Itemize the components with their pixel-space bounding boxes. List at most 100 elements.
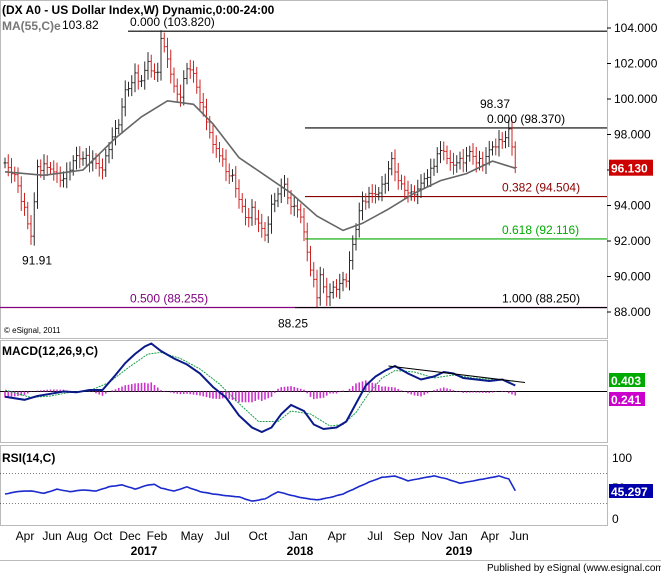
ohlc-bar: [393, 149, 397, 182]
ohlc-bar: [172, 67, 176, 93]
ohlc-bar: [26, 201, 30, 230]
ohlc-bar: [455, 155, 459, 173]
ohlc-bar: [114, 119, 117, 146]
ohlc-bar: [29, 215, 33, 245]
ohlc-bar: [335, 279, 338, 298]
month-label: Aug: [66, 529, 87, 543]
ohlc-bar: [97, 154, 101, 177]
ohlc-bar: [143, 61, 147, 90]
rsi-panel-frame: [0, 445, 608, 526]
chart-title: (DX A0 - US Dollar Index,W) Dynamic,0:00…: [2, 3, 275, 17]
ohlc-bar: [117, 119, 121, 135]
ohlc-bar: [195, 66, 199, 94]
macd-value-box: 0.403: [609, 373, 645, 388]
ohlc-bar: [500, 132, 504, 149]
ohlc-bar: [357, 202, 361, 238]
ohlc-bar: [510, 120, 514, 156]
annotation-0-000-98-370: 0.000 (98.370): [487, 112, 565, 126]
annotation-0-382-94-504: 0.382 (94.504): [502, 181, 580, 195]
ohlc-bar: [468, 145, 472, 162]
ohlc-bar: [23, 192, 26, 216]
ohlc-bar: [305, 222, 309, 262]
ohlc-bar: [322, 268, 325, 294]
month-label: Apr: [328, 529, 347, 543]
ohlc-bar: [78, 146, 82, 169]
ohlc-bar: [218, 142, 221, 163]
ohlc-bar: [166, 37, 169, 68]
ohlc-bar: [406, 180, 410, 203]
month-label: Jan: [288, 529, 307, 543]
y-tick-label: 94.000: [614, 199, 651, 213]
ohlc-bar: [71, 155, 75, 176]
ohlc-bar: [19, 176, 23, 211]
ohlc-bar: [432, 158, 436, 176]
ohlc-bar: [309, 245, 312, 277]
ohlc-bar: [390, 152, 394, 176]
ohlc-bar: [331, 280, 335, 299]
month-label: Nov: [421, 529, 442, 543]
ohlc-bar: [127, 81, 130, 97]
month-label: Sep: [393, 529, 415, 543]
ohlc-bar: [396, 162, 400, 190]
ohlc-bar: [377, 186, 381, 201]
annotation-98-37: 98.37: [480, 97, 510, 111]
time-axis: Apr Jun Aug Oct Dec Feb May Jul Oct Jan Apr Jul Sep N…: [16, 529, 529, 558]
ohlc-bar: [104, 148, 108, 177]
ohlc-bar: [211, 123, 215, 154]
ohlc-bar: [435, 147, 439, 173]
month-label: Dec: [119, 529, 140, 543]
macd-line: [4, 342, 516, 434]
ohlc-bar: [361, 191, 364, 221]
footer-credit: Published by eSignal (www.esignal.com): [487, 563, 661, 574]
ohlc-bar: [354, 223, 358, 251]
ohlc-bar: [198, 79, 202, 111]
annotation-103-82: 103.82: [62, 18, 99, 32]
ohlc-bar: [227, 163, 231, 185]
ohlc-bar: [192, 60, 195, 83]
y-tick-label: 98.000: [614, 128, 651, 142]
ohlc-bar: [45, 155, 49, 177]
ohlc-bar: [296, 197, 299, 218]
ohlc-bar: [136, 64, 140, 90]
month-label: Jul: [367, 529, 382, 543]
ohlc-bar: [10, 158, 13, 184]
ohlc-bar: [302, 207, 306, 242]
ohlc-bar: [244, 198, 247, 226]
ohlc-bar: [370, 184, 374, 203]
ohlc-bar: [159, 30, 163, 81]
month-label: Apr: [481, 529, 500, 543]
ohlc-bar: [448, 150, 452, 171]
ohlc-bar: [494, 138, 498, 156]
month-label: Oct: [249, 529, 268, 543]
ohlc-bar: [237, 179, 241, 209]
y-tick-label: 104.000: [614, 21, 658, 35]
month-label: Oct: [94, 529, 113, 543]
ohlc-bar: [383, 173, 387, 194]
ohlc-bar: [299, 203, 303, 224]
ohlc-bar: [153, 63, 156, 80]
ohlc-bar: [338, 273, 342, 299]
ohlc-bar: [292, 196, 296, 217]
ohlc-bar: [182, 70, 186, 106]
y-tick-label: 90.000: [614, 270, 651, 284]
rsi-line: [4, 474, 517, 502]
month-label: Jul: [214, 529, 229, 543]
ohlc-bar: [146, 52, 150, 80]
fibonacci-levels: [0, 30, 607, 309]
ohlc-bar: [107, 142, 111, 164]
ohlc-bar: [81, 151, 85, 166]
ohlc-bar: [257, 209, 260, 233]
ohlc-bar: [75, 146, 78, 170]
ohlc-bar: [452, 152, 455, 175]
ohlc-bar: [62, 171, 65, 188]
macd-signal-line: [4, 351, 516, 427]
last-price-value: 96.130: [611, 162, 648, 176]
rsi-panel-title: RSI(14,C): [2, 451, 55, 465]
ohlc-bar: [214, 135, 218, 158]
ohlc-bar: [270, 194, 273, 234]
month-label: Feb: [147, 529, 168, 543]
price-annotations: 103.82 0.000 (103.820) 98.370.000 (98.370)…: [22, 15, 580, 330]
ohlc-bar: [36, 159, 39, 209]
ohlc-bar: [175, 78, 179, 102]
